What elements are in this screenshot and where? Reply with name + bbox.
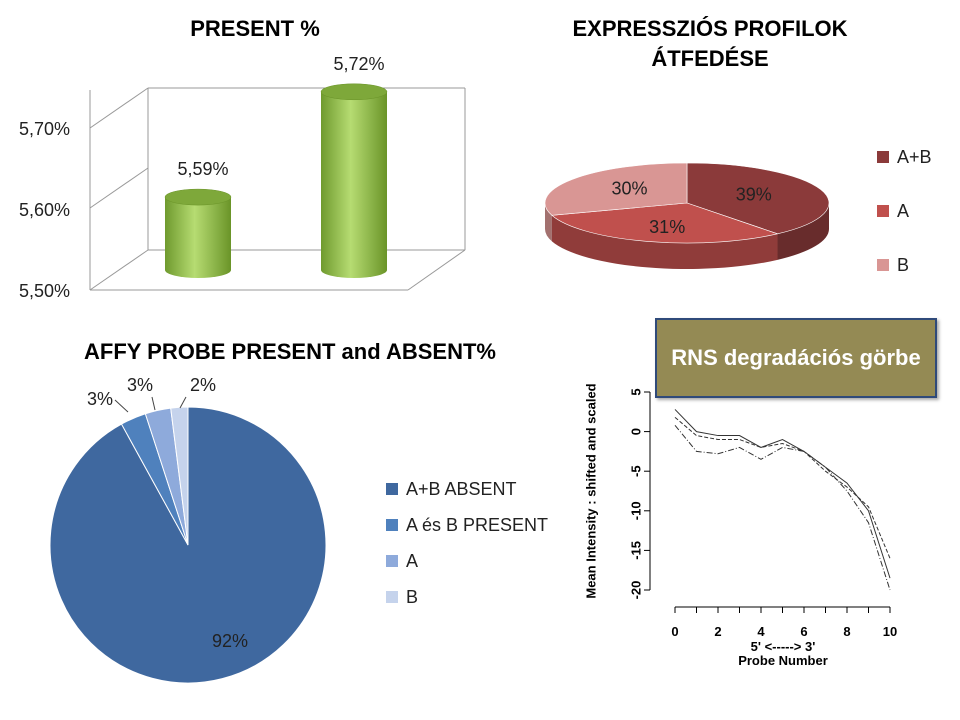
legend-swatch [877,259,889,271]
pie-side-2 [545,203,552,242]
y-axis-label: Mean Intensity : shifted and scaled [583,383,598,598]
legend-label: A+B ABSENT [406,479,517,499]
bar-1: 5,72% [320,54,388,278]
x-tick-label: 8 [843,624,850,639]
legend-label: A és B PRESENT [406,515,548,535]
x-axis-label-1: 5' <-----> 3' [751,639,816,654]
x-tick-label: 10 [883,624,897,639]
pie-data-label: 2% [190,375,216,395]
legend-label: A [897,201,909,221]
series-line-2 [674,424,891,591]
bar-0: 5,59% [164,159,232,278]
pie-data-label: 31% [649,217,685,237]
rns-degradation-plot: 5 0 -5 -10 -15 -20 0 2 4 6 8 10 5' <-----> 3'Probe N… [583,383,897,668]
bar-body [321,91,387,278]
legend-swatch [386,591,398,603]
rns-title-box: RNS degradációs görbe [655,318,937,398]
pie-leader-line [179,396,187,409]
x-tick-label: 2 [714,624,721,639]
pie-data-label: 92% [212,631,248,651]
pie-leader-line [151,396,156,411]
bar-body [165,197,231,278]
legend-swatch [386,483,398,495]
pie-slice-3 [170,406,189,546]
legend-swatch [386,555,398,567]
bar-chart-frame [89,87,466,291]
bar-y-tick-label: 5,50% [19,281,70,301]
chart1-title: PRESENT % [190,16,320,41]
pie-data-label: 3% [87,389,113,409]
bar-y-axis: 5,50% 5,60% 5,70% [19,119,70,301]
bar-data-label: 5,59% [177,159,228,179]
pie-slice-2 [544,162,688,216]
pie-slice-0 [686,162,830,235]
y-tick-label: -20 [628,581,643,600]
x-tick-label: 6 [800,624,807,639]
pie-affy-probe: 92% 3% 3% 2% [49,375,327,684]
pie-expr-legend: A+B A B [877,147,932,275]
legend-label: B [406,587,418,607]
pie-data-label: 3% [127,375,153,395]
pie-side-1 [551,215,778,269]
series-line-1 [674,416,891,559]
chart2-title: EXPRESSZIÓS PROFILOK ÁTFEDÉSE [572,16,848,71]
bar-y-tick-label: 5,70% [19,119,70,139]
legend-label: B [897,255,909,275]
pie-slice-0 [49,406,327,684]
x-tick-label: 0 [671,624,678,639]
bar-data-label: 5,72% [333,54,384,74]
legend-swatch [877,205,889,217]
bar-top [164,188,232,206]
bar-series: 5,59% 5,72% [164,54,388,278]
pie-leader-line [114,399,129,413]
bar-top [320,83,388,101]
y-tick-label: -15 [628,541,643,560]
y-tick-label: -10 [628,501,643,520]
legend-swatch [386,519,398,531]
legend-swatch [877,151,889,163]
bar-y-tick-label: 5,60% [19,200,70,220]
pie-data-label: 39% [736,185,772,205]
y-tick-label: 0 [628,428,643,435]
series-line-0 [674,409,891,579]
pie-data-label: 30% [612,178,648,198]
x-axis-label-2: Probe Number [738,653,828,668]
pie-expr-profiles: 39% 31%30% [544,162,830,269]
pie-side-0 [777,203,829,260]
pie-affy-legend: A+B ABSENT A és B PRESENT AB [386,479,548,607]
y-tick-label: -5 [628,465,643,477]
legend-label: A [406,551,418,571]
x-tick-label: 4 [757,624,765,639]
chart3-title: AFFY PROBE PRESENT and ABSENT% [84,339,496,364]
legend-label: A+B [897,147,932,167]
pie-slice-1 [551,202,779,244]
y-tick-label: 5 [628,388,643,395]
rns-title: RNS degradációs görbe [671,345,921,370]
